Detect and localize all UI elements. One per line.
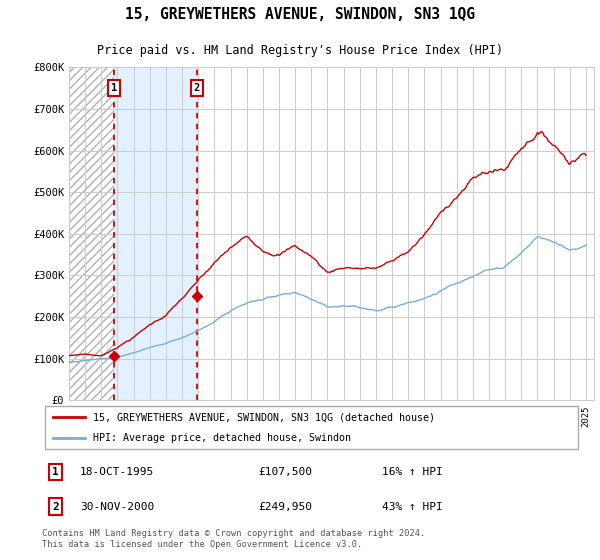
Bar xyxy=(69,67,114,400)
Text: HPI: Average price, detached house, Swindon: HPI: Average price, detached house, Swin… xyxy=(94,433,352,444)
Text: 30-NOV-2000: 30-NOV-2000 xyxy=(80,502,154,511)
Text: 43% ↑ HPI: 43% ↑ HPI xyxy=(382,502,443,511)
Text: £107,500: £107,500 xyxy=(258,466,312,477)
FancyBboxPatch shape xyxy=(45,406,578,450)
Bar xyxy=(69,67,114,400)
Text: 1: 1 xyxy=(111,83,117,93)
Text: 2: 2 xyxy=(52,502,59,511)
Bar xyxy=(114,67,197,400)
Text: £249,950: £249,950 xyxy=(258,502,312,511)
Text: 16% ↑ HPI: 16% ↑ HPI xyxy=(382,466,443,477)
Text: 2: 2 xyxy=(194,83,200,93)
Text: Contains HM Land Registry data © Crown copyright and database right 2024.
This d: Contains HM Land Registry data © Crown c… xyxy=(42,529,425,549)
Text: Price paid vs. HM Land Registry's House Price Index (HPI): Price paid vs. HM Land Registry's House … xyxy=(97,44,503,57)
Text: 15, GREYWETHERS AVENUE, SWINDON, SN3 1QG (detached house): 15, GREYWETHERS AVENUE, SWINDON, SN3 1QG… xyxy=(94,412,436,422)
Text: 1: 1 xyxy=(52,466,59,477)
Text: 18-OCT-1995: 18-OCT-1995 xyxy=(80,466,154,477)
Text: 15, GREYWETHERS AVENUE, SWINDON, SN3 1QG: 15, GREYWETHERS AVENUE, SWINDON, SN3 1QG xyxy=(125,7,475,22)
